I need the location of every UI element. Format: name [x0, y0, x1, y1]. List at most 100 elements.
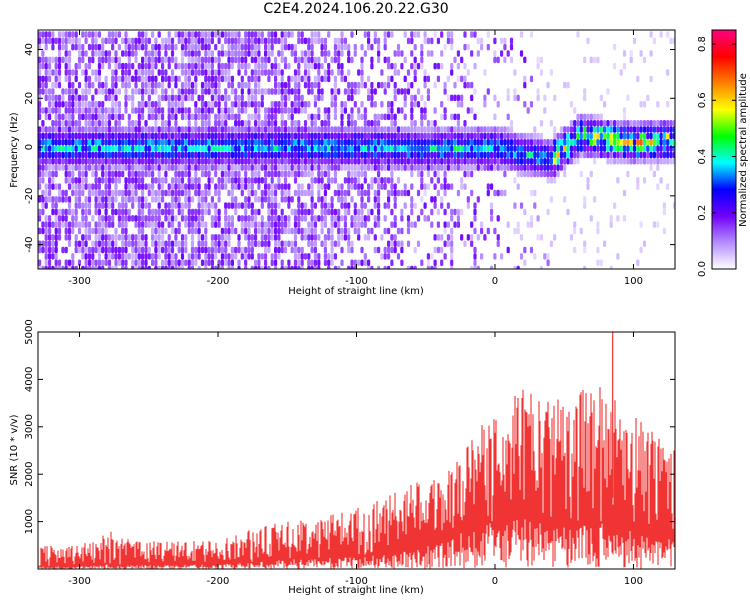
spectrogram-cell — [303, 101, 308, 108]
spectrogram-cell — [440, 164, 444, 171]
spectrogram-cell — [493, 164, 497, 171]
spectrogram-cell — [426, 265, 430, 269]
spectrogram-cell — [629, 151, 633, 159]
spectrogram-cell — [204, 88, 208, 95]
spectrogram-cell — [67, 101, 72, 108]
spectrogram-cell — [632, 37, 637, 45]
spectrogram-cell — [353, 215, 357, 222]
spectrogram-cell — [91, 139, 95, 146]
spectrogram-cell — [104, 221, 108, 228]
spectrogram-cell — [57, 139, 62, 146]
spectrogram-cell — [463, 240, 467, 247]
spectrogram-cell — [214, 81, 218, 89]
spectrogram-cell — [310, 50, 314, 57]
spectrogram-cell — [257, 88, 261, 95]
spectrogram-cell — [413, 120, 417, 127]
spectrogram-cell — [323, 145, 327, 152]
spectrogram-cell — [383, 183, 387, 190]
spectrogram-cell — [254, 43, 258, 51]
spectrogram-cell — [350, 81, 354, 89]
spectrogram-cell — [297, 196, 301, 203]
spectrogram-cell — [403, 88, 407, 95]
spectrogram-cell — [357, 234, 361, 241]
spectrogram-cell — [200, 126, 205, 133]
spectrogram-cell — [194, 145, 198, 152]
spectrogram-cell — [264, 189, 268, 197]
spectrogram-cell — [493, 132, 497, 140]
spectrogram-cell — [214, 56, 218, 64]
spectrogram-cell — [509, 37, 514, 45]
spectrogram-cell — [593, 56, 597, 64]
spectrogram-cell — [426, 183, 430, 190]
spectrogram-cell — [443, 240, 447, 247]
spectrogram-cell — [164, 158, 168, 165]
spectrogram-cell — [519, 164, 524, 171]
spectrogram-cell — [353, 164, 357, 171]
spectrogram-cell — [430, 265, 434, 269]
spectrogram-cell — [566, 126, 570, 133]
spectrogram-cell — [470, 234, 474, 241]
spectrogram-cell — [293, 189, 298, 197]
spectrogram-cell — [383, 145, 387, 152]
spectrogram-cell — [200, 221, 205, 228]
spectrogram-cell — [486, 183, 490, 190]
spectrogram-cell — [337, 183, 341, 190]
spectrogram-cell — [197, 177, 201, 184]
spectrogram-cell — [51, 158, 55, 165]
spectrogram-cell — [114, 81, 118, 89]
spectrogram-cell — [117, 234, 121, 241]
spectrogram-cell — [121, 132, 125, 140]
spectrogram-cell — [423, 215, 427, 222]
spectrogram-cell — [210, 177, 214, 184]
spectrogram-cell — [596, 221, 600, 228]
spectrogram-cell — [327, 132, 331, 140]
spectrogram-cell — [151, 196, 155, 203]
spectrogram-cell — [307, 158, 311, 165]
spectrogram-cell — [639, 145, 643, 152]
spectrogram-cell — [287, 81, 291, 89]
spectrogram-cell — [274, 240, 278, 247]
spectrogram-cell — [303, 234, 308, 241]
spectrogram-cell — [197, 240, 201, 247]
spectrogram-cell — [230, 221, 234, 228]
spectrogram-cell — [117, 215, 121, 222]
spectrogram-cell — [254, 259, 258, 266]
spectrogram-cell — [117, 31, 121, 38]
spectrogram-cell — [137, 234, 141, 241]
spectrogram-cell — [187, 221, 191, 228]
spectrogram-cell — [323, 56, 327, 64]
spectrogram-cell — [483, 158, 487, 165]
spectrogram-cell — [141, 107, 145, 114]
spectrogram-cell — [137, 265, 141, 269]
spectrogram-cell — [536, 88, 540, 95]
spectrogram-cell — [303, 75, 308, 83]
spectrogram-cell — [104, 189, 108, 197]
spectrogram-cell — [240, 94, 244, 102]
spectrogram-cell — [516, 265, 520, 269]
spectrogram-cell — [377, 37, 381, 45]
spectrogram-cell — [367, 227, 371, 235]
spectrogram-cell — [287, 215, 291, 222]
spectrogram-cell — [121, 259, 125, 266]
spectrogram-cell — [426, 94, 430, 102]
spectrogram-cell — [48, 132, 52, 140]
spectrogram-cell — [61, 265, 65, 269]
spectrogram-cell — [257, 62, 261, 70]
spectrogram-cell — [596, 259, 600, 266]
spectrogram-cell — [104, 132, 108, 140]
spectrogram-cell — [659, 31, 663, 38]
y-tick-label: 20 — [24, 92, 35, 105]
spectrogram-cell — [157, 81, 161, 89]
spectrogram-cell — [230, 126, 234, 133]
spectrogram-cell — [260, 120, 264, 127]
spectrogram-cell — [101, 221, 105, 228]
spectrogram-cell — [337, 164, 341, 171]
spectrogram-cell — [41, 202, 45, 209]
spectrogram-cell — [350, 56, 354, 64]
spectrogram-cell — [466, 158, 470, 165]
spectrogram-cell — [230, 37, 234, 45]
spectrogram-cell — [297, 183, 301, 190]
spectrogram-cell — [41, 170, 45, 178]
spectrogram-cell — [310, 43, 314, 51]
spectrogram-cell — [632, 158, 637, 165]
